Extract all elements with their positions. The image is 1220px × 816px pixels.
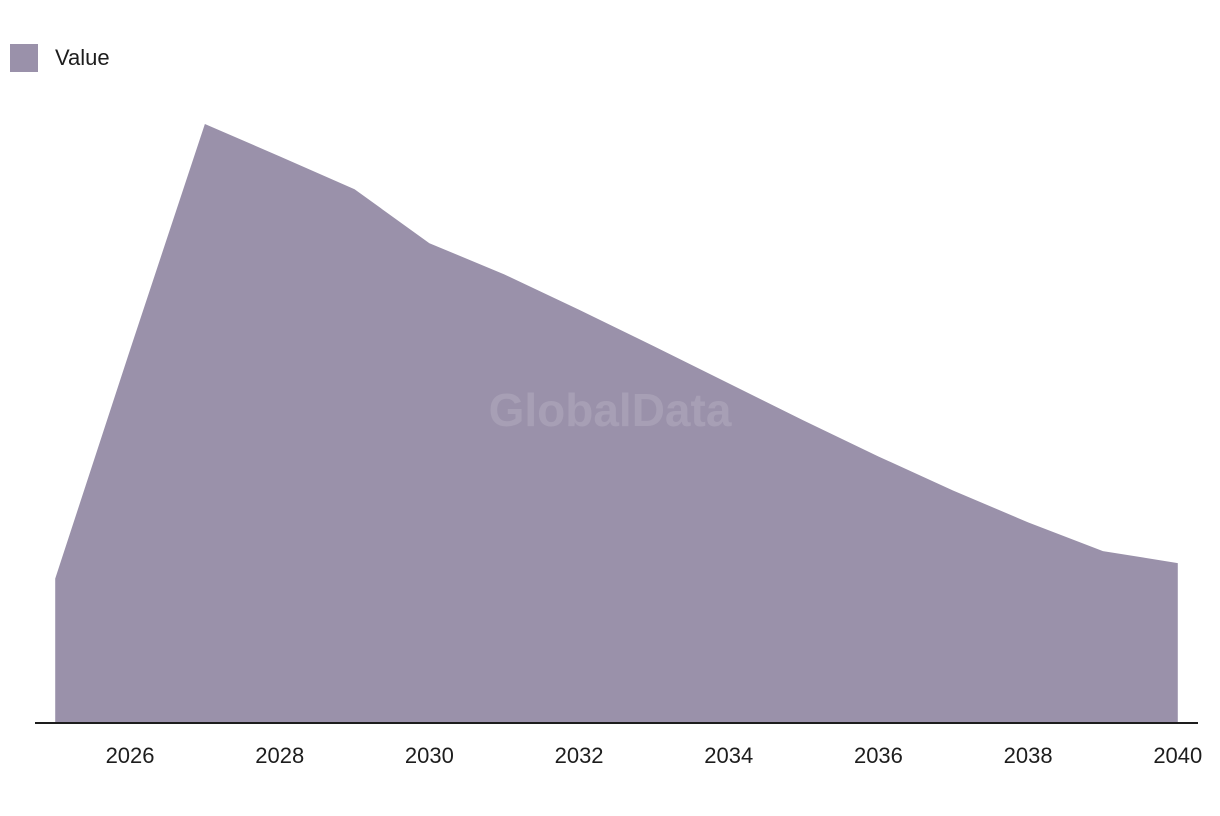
- watermark: GlobalData: [489, 384, 732, 436]
- legend: Value: [10, 44, 110, 72]
- legend-label: Value: [55, 45, 110, 70]
- x-tick-label: 2034: [704, 743, 753, 768]
- x-tick-label: 2040: [1153, 743, 1202, 768]
- x-tick-label: 2032: [555, 743, 604, 768]
- x-tick-label: 2038: [1004, 743, 1053, 768]
- x-tick-label: 2026: [106, 743, 155, 768]
- x-tick-label: 2036: [854, 743, 903, 768]
- area-series-1: [55, 124, 1178, 723]
- x-tick-label: 2030: [405, 743, 454, 768]
- x-tick-label: 2028: [255, 743, 304, 768]
- legend-swatch: [10, 44, 38, 72]
